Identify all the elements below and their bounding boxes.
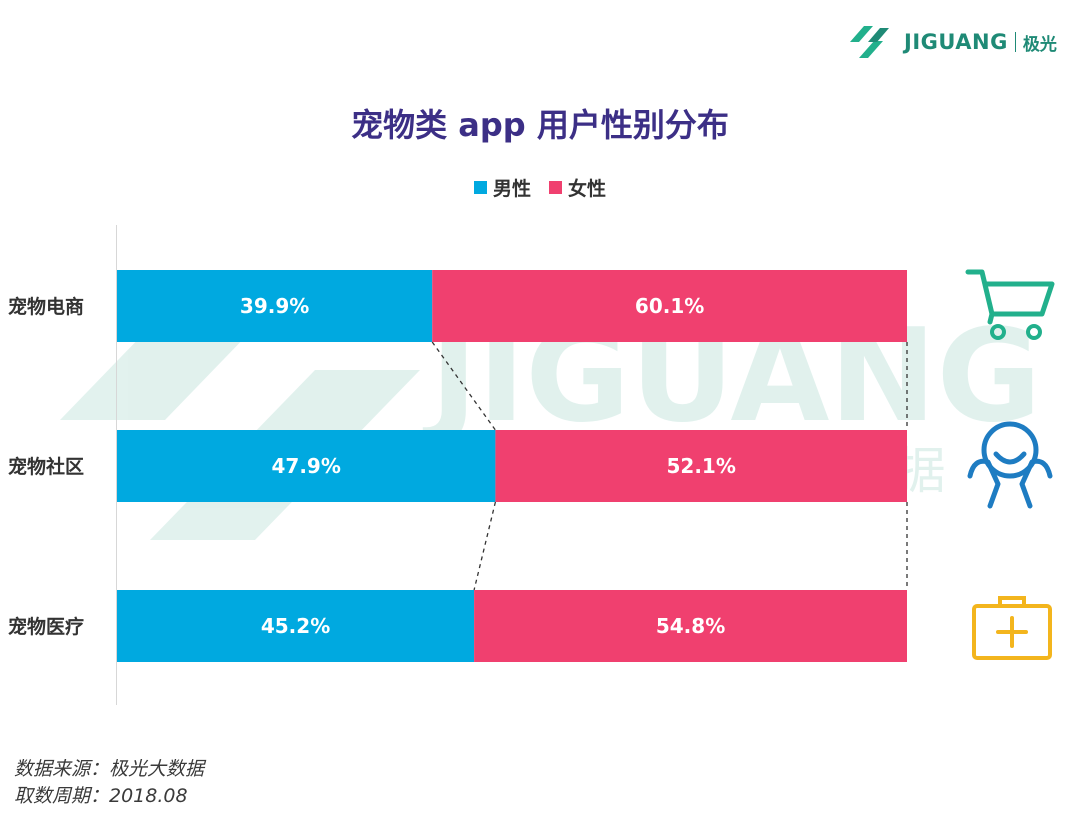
connector-divider-2 [473, 501, 497, 591]
chart-legend: 男性 女性 [0, 174, 1080, 201]
legend-item-female: 女性 [549, 174, 606, 201]
data-label-male-3: 45.2% [261, 614, 330, 638]
connector-lines [431, 341, 908, 591]
data-label-male-1: 39.9% [240, 294, 309, 318]
brand-name: JIGUANG [904, 30, 1008, 54]
category-label-1: 宠物电商 [8, 295, 84, 318]
category-label-2: 宠物社区 [8, 455, 84, 478]
brand-name-cn: 极光 [1022, 34, 1057, 55]
source-note: 数据来源：极光大数据 取数周期：2018.08 [14, 756, 204, 810]
data-label-male-2: 47.9% [272, 454, 341, 478]
data-label-female-1: 60.1% [635, 294, 704, 318]
bar-male-3 [117, 590, 475, 662]
legend-label-female: 女性 [568, 178, 607, 200]
bar-female-1 [432, 270, 907, 342]
legend-item-male: 男性 [473, 174, 531, 201]
brand-logo: JIGUANG 极光 [846, 20, 1057, 64]
data-label-female-3: 54.8% [656, 614, 725, 638]
bar-female-3 [474, 590, 907, 662]
bar-labels-group: 39.9% 60.1% 47.9% 52.1% 45.2% 54.8% [240, 294, 736, 638]
bars-group [117, 270, 907, 662]
data-label-female-2: 52.1% [667, 454, 736, 478]
source-line-2: 取数周期：2018.08 [14, 785, 188, 807]
source-line-1: 数据来源：极光大数据 [14, 758, 205, 780]
legend-label-male: 男性 [492, 178, 531, 200]
community-people-icon [967, 421, 1053, 509]
shopping-cart-icon [965, 269, 1055, 340]
brand-separator [1014, 32, 1016, 52]
category-label-3: 宠物医疗 [8, 615, 84, 638]
chart-title: 宠物类 app 用户性别分布 [351, 106, 729, 144]
jiguang-logo-icon [850, 26, 889, 58]
bar-male-1 [117, 270, 433, 342]
legend-swatch-male [473, 181, 487, 194]
bar-male-2 [117, 430, 496, 502]
legend-swatch-female [549, 181, 562, 194]
bar-female-2 [495, 430, 907, 502]
medical-kit-icon [972, 596, 1052, 660]
connector-divider-1 [431, 341, 496, 431]
